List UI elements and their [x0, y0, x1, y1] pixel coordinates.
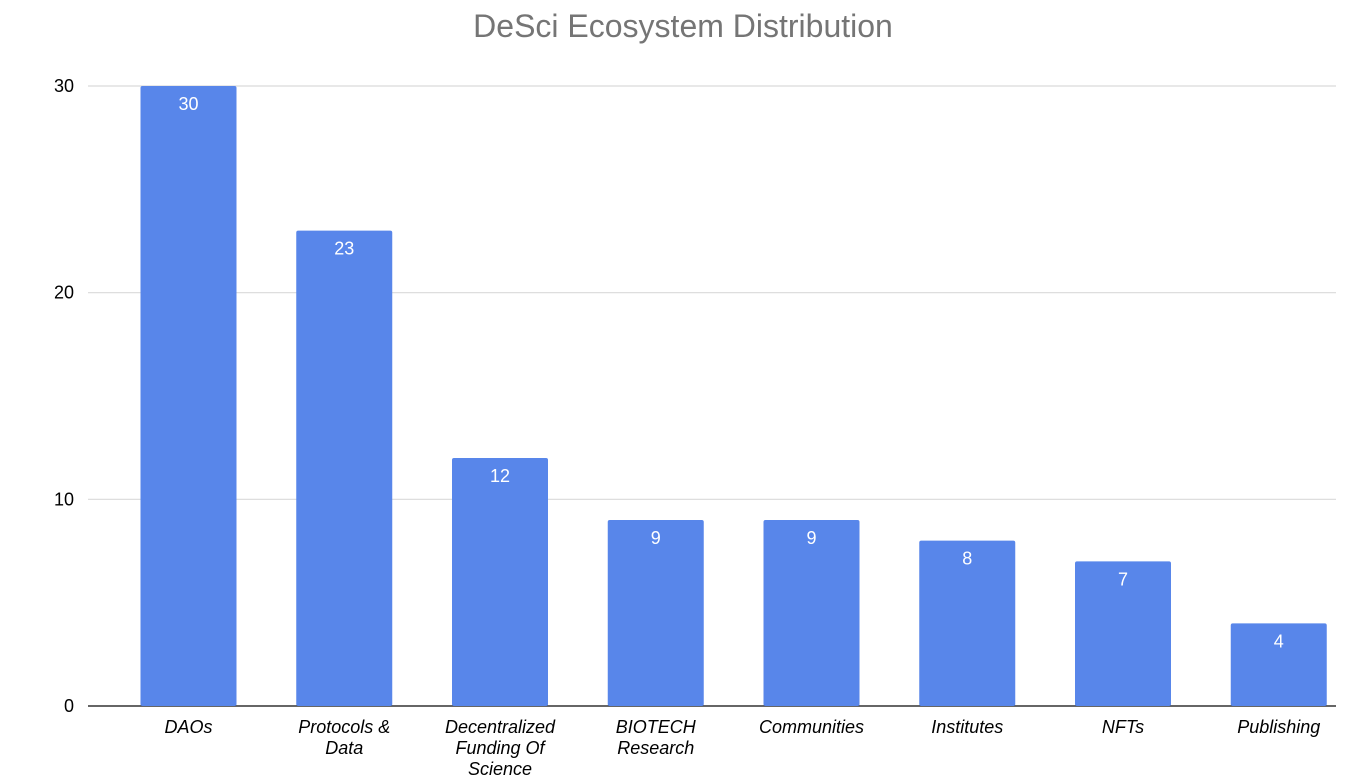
data-label: 30	[178, 94, 198, 114]
bar	[1230, 623, 1327, 706]
x-category-label: Publishing	[1237, 717, 1320, 737]
y-tick-label: 10	[54, 489, 74, 509]
bar	[1075, 561, 1171, 706]
x-category-label: Decentralized Funding Of Science	[445, 717, 556, 776]
x-category-label: DAOs	[164, 717, 212, 737]
data-label: 9	[806, 528, 816, 548]
data-label: 7	[1118, 569, 1128, 589]
x-category-label: Communities	[759, 717, 864, 737]
x-category-label: NFTs	[1102, 717, 1144, 737]
bar	[919, 540, 1016, 706]
gridlines	[88, 85, 1336, 707]
bar	[452, 458, 548, 706]
x-category-label: BIOTECH Research	[616, 717, 697, 758]
data-labels: 30 23 12 9 9 8 7 4	[178, 94, 1283, 651]
bar	[140, 86, 237, 706]
x-axis-categories: DAOs Protocols & Data Decentralized Funding …	[164, 717, 1320, 776]
data-label: 4	[1274, 631, 1284, 651]
data-label: 9	[651, 528, 661, 548]
data-label: 8	[962, 549, 972, 569]
bars	[140, 86, 1327, 706]
y-axis-ticks: 0 10 20 30	[54, 76, 74, 716]
data-label: 23	[334, 239, 354, 259]
chart-title: DeSci Ecosystem Distribution	[473, 8, 893, 44]
bar	[296, 230, 393, 706]
x-category-label: Institutes	[931, 717, 1003, 737]
data-label: 12	[490, 466, 510, 486]
bar	[607, 520, 704, 706]
y-tick-label: 0	[64, 696, 74, 716]
y-tick-label: 30	[54, 76, 74, 96]
x-category-label: Protocols & Data	[298, 717, 390, 758]
y-tick-label: 20	[54, 283, 74, 303]
bar	[763, 520, 860, 706]
